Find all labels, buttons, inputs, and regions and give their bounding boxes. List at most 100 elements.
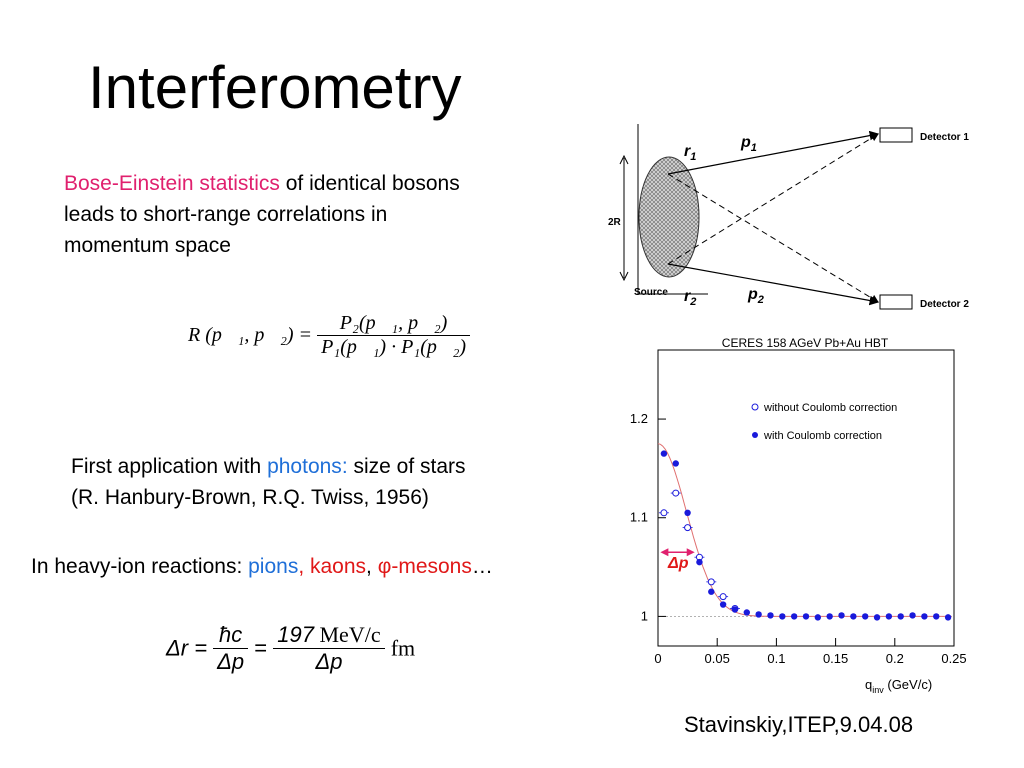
source-detector-diagram: 2R Source Detector 1 Detector 2 r1 p1 r2…	[608, 124, 969, 310]
intro-line-1-rest: of identical bosons	[279, 172, 460, 195]
x-tick-label: 0.1	[767, 651, 785, 666]
filled-data-point	[921, 613, 928, 620]
filled-data-point	[838, 612, 845, 619]
mev-unit: MeV/c	[314, 622, 381, 647]
delta-p-label: Δp	[667, 555, 689, 572]
intro-line-3: momentum space	[64, 234, 231, 257]
formula-r-fraction: P₂(p⃗₁, p⃗₂) P₁(p⃗₁) · P₁(p⃗₂)	[317, 312, 471, 359]
detector-1-box	[879, 127, 913, 143]
photons-colon: :	[341, 455, 348, 478]
filled-data-point	[684, 509, 691, 516]
p2-label: p2	[747, 286, 764, 306]
intro-line-1: Bose-Einstein statistics of identical bo…	[64, 168, 564, 199]
x-tick-label: 0.25	[941, 651, 966, 666]
filled-data-point	[885, 613, 893, 620]
hbar-c-numerator: ħc	[219, 622, 243, 647]
history-paragraph: First application with photons: size of …	[71, 451, 591, 513]
y-tick-label: 1.2	[630, 411, 648, 426]
delta-p-head-left	[660, 548, 669, 557]
comma-2: ,	[366, 555, 378, 578]
filled-data-point	[850, 613, 857, 620]
mev-numerator: 197 MeV/c	[273, 622, 384, 648]
filled-data-point	[719, 601, 727, 608]
filled-data-point	[779, 613, 786, 620]
filled-data-point	[660, 450, 668, 457]
ellipsis: …	[471, 555, 493, 578]
x-axis-label: qinv (GeV/c)	[865, 677, 932, 695]
legend-filled-marker	[752, 432, 758, 438]
x-tick-label: 0	[654, 651, 661, 666]
radius-arrow-top	[619, 154, 629, 165]
filled-data-point	[743, 609, 750, 616]
p1-line	[667, 130, 880, 175]
filled-data-point	[790, 613, 798, 620]
intro-paragraph: Bose-Einstein statistics of identical bo…	[64, 168, 564, 261]
heavy-ion-line: In heavy-ion reactions: pions, kaons, φ-…	[31, 551, 493, 582]
filled-data-point	[731, 606, 739, 613]
cross-line-1	[667, 173, 879, 303]
open-data-point	[719, 593, 727, 601]
open-data-point	[672, 489, 680, 497]
hbar-c-denominator: Δp	[213, 648, 249, 675]
delta-r-formula: Δr = ħc Δp = 197 MeV/c Δp fm	[166, 622, 415, 675]
formula-r-denominator: P₁(p⃗₁) · P₁(p⃗₂)	[317, 335, 471, 359]
filled-data-point	[826, 613, 833, 620]
plot-frame	[657, 349, 955, 647]
filled-data-point	[755, 611, 762, 618]
chart-legend: without Coulomb correction with Coulomb …	[751, 402, 897, 442]
fm-unit: fm	[390, 635, 416, 661]
r2-label: r2	[684, 288, 696, 308]
heavy-ion-prefix: In heavy-ion reactions:	[31, 555, 249, 578]
hbt-correlation-chart: CERES 158 AGeV Pb+Au HBT 1 1.1 1.2 0 0.05 0.…	[630, 336, 967, 695]
kaons-label: kaons	[310, 555, 367, 578]
filled-data-point	[944, 614, 952, 621]
hbar-c-fraction: ħc Δp	[213, 622, 249, 675]
legend-with-coulomb: with Coulomb correction	[763, 430, 882, 442]
intro-line-2: leads to short-range correlations in	[64, 203, 388, 226]
filled-data-point	[897, 613, 904, 620]
x-tick-label: 0.15	[823, 651, 848, 666]
mev-number: 197	[277, 622, 314, 647]
bose-einstein-highlight: Bose-Einstein statistics	[64, 172, 280, 195]
y-axis-ticks: 1 1.1 1.2	[630, 411, 666, 623]
x-tick-label: 0.05	[705, 651, 730, 666]
filled-data-point	[933, 613, 940, 620]
source-label: Source	[634, 287, 668, 298]
filled-data-point	[696, 558, 703, 566]
detector-1-label: Detector 1	[920, 132, 969, 143]
r1-label: r1	[684, 143, 696, 163]
filled-data-point	[767, 612, 774, 619]
y-tick-label: 1.1	[630, 510, 648, 525]
radius-label: 2R	[608, 217, 622, 228]
correlation-formula: R (p⃗₁, p⃗₂) = P₂(p⃗₁, p⃗₂) P₁(p⃗₁) · P₁…	[188, 312, 471, 359]
filled-data-point	[802, 613, 810, 620]
detector-2-box	[879, 294, 913, 310]
phi-mesons-label: φ-mesons	[377, 555, 472, 578]
history-text-a: First application with	[71, 455, 268, 478]
x-axis-ticks: 0 0.05 0.1 0.15 0.2 0.25	[654, 638, 967, 666]
legend-open-marker	[751, 403, 759, 411]
comma-1: ,	[298, 555, 310, 578]
radius-arrow-bottom	[619, 271, 629, 282]
chart-title: CERES 158 AGeV Pb+Au HBT	[722, 336, 889, 350]
history-text-b: size of stars	[347, 455, 466, 478]
mev-fraction: 197 MeV/c Δp	[273, 622, 385, 675]
data-points	[658, 450, 952, 621]
filled-data-point	[708, 588, 715, 595]
history-line-1: First application with photons: size of …	[71, 451, 591, 482]
mev-denominator: Δp	[273, 648, 385, 675]
p2-line	[667, 263, 880, 306]
formula-r-numerator: P₂(p⃗₁, p⃗₂)	[339, 312, 448, 334]
source-ellipse	[638, 156, 700, 278]
legend-without-coulomb: without Coulomb correction	[763, 402, 897, 414]
y-tick-label: 1	[641, 608, 648, 623]
history-line-2: (R. Hanbury-Brown, R.Q. Twiss, 1956)	[71, 486, 429, 509]
filled-data-point	[873, 614, 881, 621]
p1-label: p1	[740, 134, 757, 154]
delta-p-arrow	[660, 548, 695, 557]
open-data-point	[684, 524, 692, 532]
filled-data-point	[672, 460, 679, 467]
footer-credit: Stavinskiy,ITEP,9.04.08	[684, 712, 914, 737]
photons-highlight: photons	[267, 455, 342, 478]
open-data-point	[660, 509, 668, 517]
